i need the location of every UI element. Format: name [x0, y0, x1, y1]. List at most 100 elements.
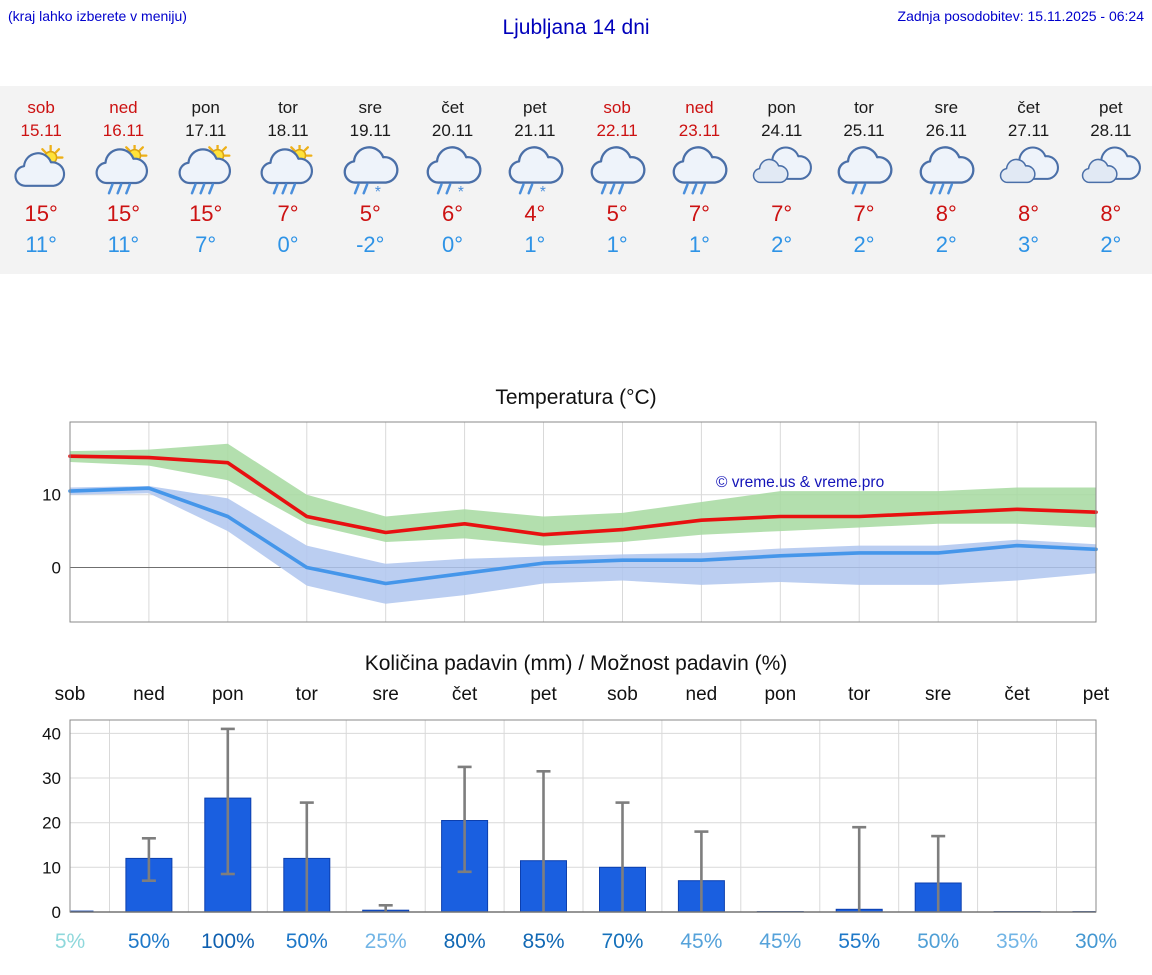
- precip-probability: 100%: [200, 930, 255, 953]
- svg-text:0: 0: [52, 559, 61, 578]
- day-date: 17.11: [185, 121, 227, 140]
- cloudy-icon: [998, 145, 1060, 199]
- forecast-day[interactable]: tor 18.11 7° 0°: [247, 98, 329, 258]
- location-menu-note[interactable]: (kraj lahko izberete v meniju): [8, 8, 187, 24]
- precip-probability: 45%: [759, 930, 802, 953]
- forecast-day[interactable]: čet 20.11 * 6° 0°: [411, 98, 493, 258]
- low-temp: 2°: [935, 232, 957, 257]
- precipitation-section: Količina padavin (mm) / Možnost padavin …: [0, 652, 1152, 962]
- day-date: 20.11: [431, 121, 474, 140]
- cloudy-icon: [1080, 145, 1142, 199]
- sleet-icon: *: [504, 145, 566, 199]
- precip-probability: 50%: [127, 930, 170, 953]
- day-date: 27.11: [1007, 121, 1050, 140]
- precip-probability: 70%: [601, 930, 644, 953]
- precipitation-day-labels: sob ned pon tor sre čet pet sob ned pon tor sre čet p…: [0, 684, 1152, 712]
- rain-icon: [668, 145, 730, 199]
- svg-text:*: *: [375, 184, 381, 199]
- low-temp: 2°: [771, 232, 793, 257]
- day-name: pet: [1099, 98, 1123, 117]
- precipitation-chart-title: Količina padavin (mm) / Možnost padavin …: [364, 652, 788, 675]
- svg-text:*: *: [540, 184, 546, 199]
- forecast-day[interactable]: pon 17.11 15° 7°: [165, 98, 247, 258]
- forecast-day[interactable]: sre 26.11 8° 2°: [905, 98, 987, 258]
- svg-text:30: 30: [42, 769, 61, 788]
- precip-day-label: sre: [372, 684, 399, 705]
- precip-probability: 85%: [522, 930, 565, 953]
- day-name: sob: [27, 98, 55, 117]
- precipitation-chart: 0 10 20 30 40: [42, 719, 1097, 922]
- high-temp: 6°: [442, 201, 464, 226]
- high-temp: 8°: [1100, 201, 1122, 226]
- precip-probability: 45%: [680, 930, 723, 953]
- low-temp: 0°: [277, 232, 299, 257]
- day-name: sre: [934, 98, 959, 117]
- forecast-day[interactable]: ned 16.11 15° 11°: [82, 98, 164, 258]
- precip-day-label: sob: [54, 684, 86, 705]
- day-date: 25.11: [843, 121, 885, 140]
- cloudy-icon: [751, 145, 813, 199]
- day-name: čet: [441, 98, 464, 117]
- low-temp: 11°: [107, 232, 140, 257]
- day-date: 24.11: [761, 121, 803, 140]
- precip-day-label: tor: [848, 684, 871, 705]
- precip-day-label: pet: [530, 684, 557, 705]
- forecast-day[interactable]: čet 27.11 8° 3°: [987, 98, 1069, 258]
- day-date: 19.11: [349, 121, 391, 140]
- last-update-text: Zadnja posodobitev: 15.11.2025 - 06:24: [897, 8, 1144, 24]
- svg-text:10: 10: [42, 486, 61, 505]
- low-temp: -2°: [356, 232, 385, 257]
- rain-icon: [586, 145, 648, 199]
- high-temp: 7°: [853, 201, 875, 226]
- forecast-day[interactable]: sob 15.11 15° 11°: [0, 98, 82, 258]
- day-date: 16.11: [102, 121, 145, 140]
- precip-day-label: ned: [685, 684, 718, 705]
- precip-probability: 30%: [1074, 930, 1118, 953]
- precip-day-label: pet: [1082, 684, 1110, 705]
- forecast-day[interactable]: ned 23.11 7° 1°: [658, 98, 740, 258]
- precip-day-label: pon: [211, 684, 244, 705]
- high-temp: 8°: [935, 201, 957, 226]
- forecast-day[interactable]: sre 19.11 * 5° -2°: [329, 98, 411, 258]
- day-name: ned: [685, 98, 714, 117]
- temperature-chart: 0 10 © vreme.us & vreme.pro: [42, 421, 1098, 623]
- svg-text:© vreme.us & vreme.pro: © vreme.us & vreme.pro: [716, 474, 884, 491]
- day-date: 18.11: [267, 121, 309, 140]
- low-temp: 1°: [688, 232, 710, 257]
- high-temp: 7°: [771, 201, 793, 226]
- sleet-icon: *: [422, 145, 484, 199]
- high-temp: 4°: [524, 201, 546, 226]
- high-temp: 8°: [1018, 201, 1040, 226]
- day-name: sob: [603, 98, 631, 117]
- day-name: tor: [854, 98, 874, 117]
- day-date: 21.11: [514, 121, 556, 140]
- day-name: tor: [278, 98, 298, 117]
- day-name: sre: [358, 98, 383, 117]
- high-temp: 7°: [688, 201, 710, 226]
- svg-text:10: 10: [42, 858, 61, 877]
- forecast-day[interactable]: pet 21.11 * 4° 1°: [494, 98, 576, 258]
- day-date: 22.11: [596, 121, 638, 140]
- forecast-day[interactable]: sob 22.11 5° 1°: [576, 98, 658, 258]
- precip-day-label: čet: [1004, 684, 1030, 705]
- forecast-day[interactable]: pet 28.11 8° 2°: [1070, 98, 1152, 258]
- sleet-icon: *: [339, 145, 401, 199]
- forecast-day[interactable]: pon 24.11 7° 2°: [741, 98, 823, 258]
- high-temp: 15°: [24, 201, 58, 226]
- svg-text:40: 40: [42, 724, 61, 743]
- sun-rain-icon: [257, 145, 319, 199]
- temperature-chart-title: Temperatura (°C): [495, 386, 657, 409]
- day-date: 28.11: [1090, 121, 1132, 140]
- sun-rain-icon: [175, 145, 237, 199]
- high-temp: 5°: [606, 201, 628, 226]
- forecast-day[interactable]: tor 25.11 7° 2°: [823, 98, 905, 258]
- low-temp: 11°: [25, 232, 57, 257]
- low-temp: 2°: [853, 232, 875, 257]
- precip-probability: 5%: [54, 930, 86, 953]
- precip-day-label: sob: [607, 684, 638, 705]
- sun-cloud-icon: [10, 145, 72, 199]
- day-name: pon: [767, 98, 796, 117]
- svg-text:*: *: [457, 184, 463, 199]
- precip-probability: 50%: [917, 930, 960, 953]
